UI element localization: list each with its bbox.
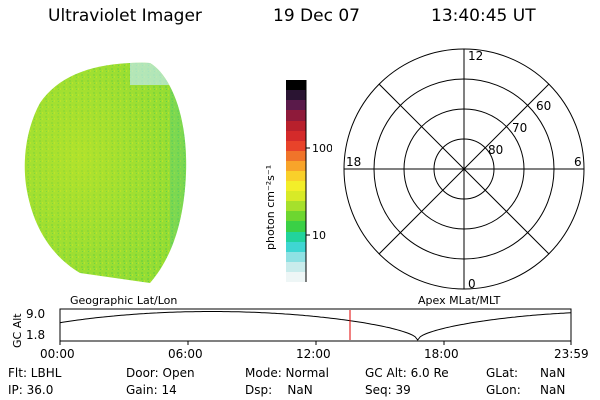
info-glon-label: GLon: (486, 383, 521, 397)
timeline-xtick-0600: 06:00 (168, 347, 203, 361)
timeline-xtick-2359: 23:59 (554, 347, 589, 361)
mlt-label-6: 6 (574, 155, 582, 169)
info-mode: Mode: Normal (245, 366, 329, 380)
info-dsp: Dsp: NaN (245, 383, 313, 397)
lat-label-80: 80 (488, 143, 503, 157)
colorbar-unit-label: photon cm⁻²s⁻¹ (264, 165, 277, 250)
lat-label-60: 60 (536, 99, 551, 113)
colorbar-tick-100: 100 (312, 142, 332, 155)
colorbar (286, 80, 306, 282)
colorbar-segment (286, 120, 306, 131)
colorbar-segment (286, 191, 306, 202)
timeline-ytick-high: 9.0 (26, 307, 45, 321)
colorbar-segment (286, 251, 306, 262)
colorbar-segment (286, 261, 306, 272)
colorbar-segment (286, 140, 306, 151)
colorbar-axis: 100 10 photon cm⁻²s⁻¹ (264, 80, 332, 282)
timeline-left-label: Geographic Lat/Lon (70, 294, 178, 307)
info-door: Door: Open (126, 366, 195, 380)
info-gc-alt: GC Alt: 6.0 Re (365, 366, 449, 380)
observation-date: 19 Dec 07 (273, 6, 360, 26)
colorbar-segment (286, 271, 306, 282)
mlt-label-12: 12 (468, 49, 483, 63)
colorbar-segment (286, 150, 306, 161)
colorbar-segment (286, 100, 306, 111)
orbit-altitude-timeline: GC Alt 9.0 1.8 00:00 06:00 12:00 18:00 2… (11, 307, 589, 361)
info-seq: Seq: 39 (365, 383, 411, 397)
info-ip: IP: 36.0 (8, 383, 54, 397)
info-glat-label: GLat: (486, 366, 519, 380)
info-glat-value: NaN (540, 366, 566, 380)
timeline-xtick-1800: 18:00 (424, 347, 459, 361)
colorbar-segment (286, 130, 306, 141)
colorbar-segment (286, 201, 306, 212)
colorbar-segment (286, 231, 306, 242)
info-glon-value: NaN (540, 383, 566, 397)
timeline-ylabel: GC Alt (11, 313, 24, 348)
instrument-title: Ultraviolet Imager (48, 6, 202, 26)
colorbar-segment (286, 181, 306, 192)
colorbar-segment (286, 221, 306, 232)
colorbar-segment (286, 110, 306, 121)
timeline-xtick-1200: 12:00 (296, 347, 331, 361)
colorbar-tick-10: 10 (312, 229, 326, 242)
colorbar-segment (286, 160, 306, 171)
colorbar-segment (286, 241, 306, 252)
uv-earth-image (24, 62, 187, 283)
timeline-xtick-0000: 00:00 (40, 347, 75, 361)
observation-time: 13:40:45 UT (431, 6, 536, 26)
altitude-curve (59, 311, 572, 341)
colorbar-segment (286, 170, 306, 182)
colorbar-segment (286, 211, 306, 222)
timeline-right-label: Apex MLat/MLT (418, 294, 501, 307)
polar-mlat-mlt-grid: 12 18 6 0 60 70 80 (343, 48, 585, 291)
timeline-ytick-low: 1.8 (26, 328, 45, 342)
info-gain: Gain: 14 (126, 383, 177, 397)
mlt-label-0: 0 (468, 277, 476, 291)
lat-label-70: 70 (512, 121, 527, 135)
info-filter: Flt: LBHL (8, 366, 62, 380)
mlt-label-18: 18 (346, 155, 361, 169)
colorbar-segment (286, 80, 306, 91)
colorbar-segment (286, 90, 306, 101)
